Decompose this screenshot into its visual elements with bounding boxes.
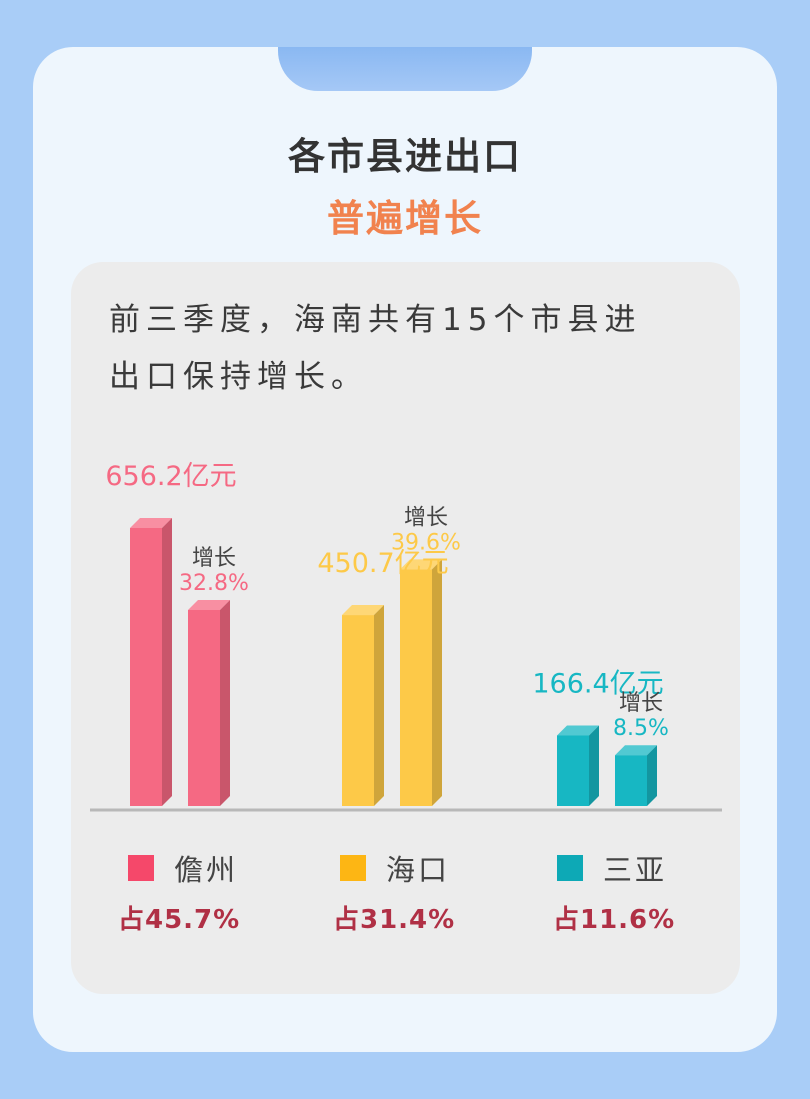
description-line-1: 前三季度，海南共有15个市县进 bbox=[109, 302, 642, 338]
share-haikou: 占31.4% bbox=[333, 905, 456, 935]
bar-value-haikou bbox=[342, 605, 384, 806]
bar-growth-haikou bbox=[400, 559, 442, 806]
card-top-tab bbox=[278, 47, 532, 91]
growth-label-danzhou: 32.8% bbox=[179, 571, 249, 596]
bar-growth-haikou-face bbox=[400, 569, 432, 806]
value-label-haikou: 450.7亿元 bbox=[317, 548, 448, 579]
bar-value-danzhou-face bbox=[130, 528, 162, 806]
page-title: 各市县进出口 bbox=[288, 135, 522, 178]
description-line-2: 出口保持增长。 bbox=[109, 359, 368, 395]
growth-caption-danzhou: 增长 bbox=[192, 546, 236, 571]
legend-swatch-danzhou bbox=[128, 855, 154, 881]
bar-value-haikou-side bbox=[374, 605, 384, 806]
value-label-danzhou: 656.2亿元 bbox=[105, 461, 236, 492]
legend-label-haikou: 海口 bbox=[386, 853, 451, 887]
bar-value-danzhou-top bbox=[130, 518, 172, 528]
share-sanya: 占11.6% bbox=[553, 905, 676, 935]
bar-value-sanya-face bbox=[557, 735, 589, 806]
description-text: 前三季度，海南共有15个市县进 出口保持增长。 bbox=[109, 292, 709, 406]
legend-item-haikou: 海口 bbox=[340, 847, 450, 889]
bar-growth-danzhou-side bbox=[220, 600, 230, 806]
bar-growth-haikou-top bbox=[400, 559, 442, 570]
legend-swatch-haikou bbox=[340, 855, 366, 881]
bar-value-haikou-face bbox=[342, 615, 374, 806]
bar-growth-danzhou-face bbox=[188, 610, 220, 806]
bar-growth-danzhou bbox=[188, 600, 230, 806]
bar-growth-sanya bbox=[615, 745, 657, 806]
page-subtitle: 普遍增长 bbox=[327, 197, 483, 240]
bar-value-danzhou bbox=[130, 518, 172, 806]
legend-label-sanya: 三亚 bbox=[603, 853, 668, 887]
legend-item-sanya: 三亚 bbox=[557, 847, 667, 889]
bar-growth-haikou-side bbox=[432, 559, 442, 806]
value-label-sanya: 166.4亿元 bbox=[532, 669, 663, 700]
growth-label-sanya: 8.5% bbox=[613, 716, 669, 741]
growth-caption-sanya: 增长 bbox=[619, 691, 663, 716]
bar-value-danzhou-side bbox=[162, 518, 172, 806]
bar-growth-sanya-face bbox=[615, 755, 647, 806]
bar-value-sanya-side bbox=[589, 725, 599, 806]
bar-value-sanya bbox=[557, 725, 599, 806]
legend-item-danzhou: 儋州 bbox=[128, 847, 238, 889]
bar-growth-sanya-side bbox=[647, 745, 657, 806]
bar-value-sanya-top bbox=[557, 725, 599, 736]
growth-caption-haikou: 增长 bbox=[404, 505, 448, 530]
bar-growth-danzhou-top bbox=[188, 600, 230, 610]
legend-swatch-sanya bbox=[557, 855, 583, 881]
bar-value-haikou-top bbox=[342, 605, 384, 616]
legend-label-danzhou: 儋州 bbox=[174, 853, 239, 887]
share-danzhou: 占45.7% bbox=[118, 905, 241, 935]
growth-label-haikou: 39.6% bbox=[391, 530, 461, 555]
bar-growth-sanya-top bbox=[615, 745, 657, 756]
